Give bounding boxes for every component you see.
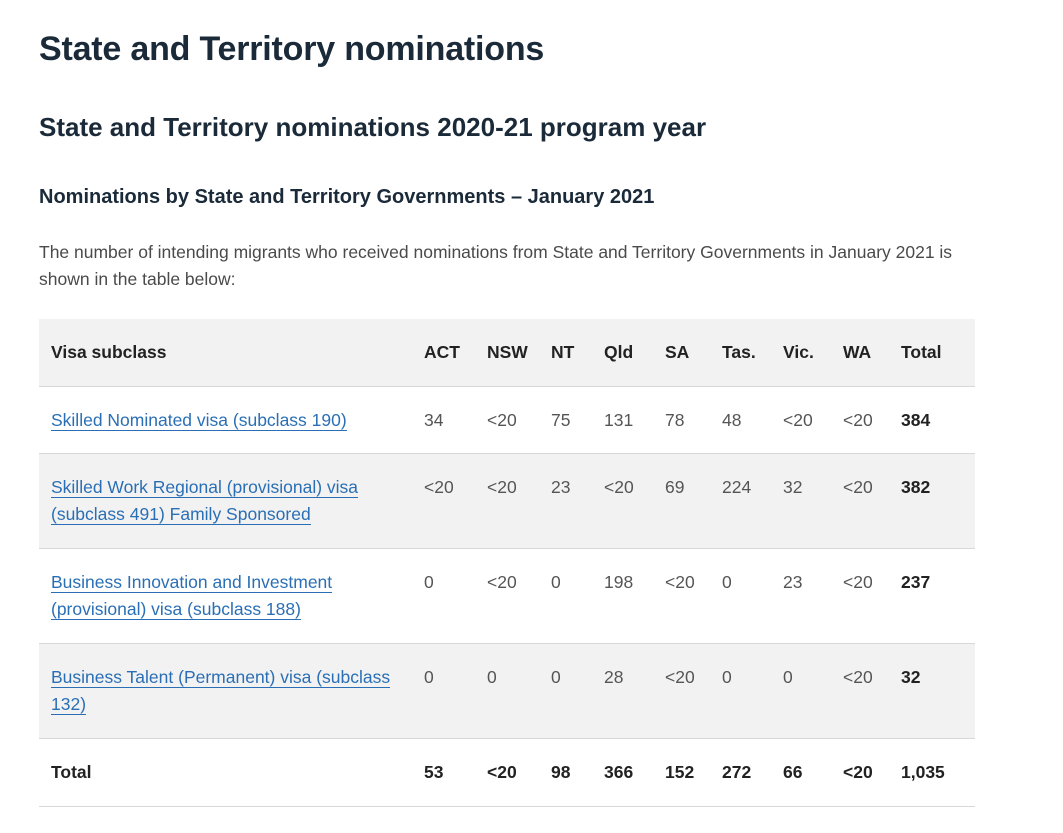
header-tas: Tas. bbox=[722, 319, 783, 387]
table-cell: 0 bbox=[551, 548, 604, 644]
table-row: Business Innovation and Investment (prov… bbox=[39, 548, 975, 644]
table-cell: <20 bbox=[665, 643, 722, 739]
table-cell: <20 bbox=[783, 386, 843, 454]
table-cell: 28 bbox=[604, 643, 665, 739]
visa-link-132[interactable]: Business Talent (Permanent) visa (subcla… bbox=[51, 667, 391, 715]
header-sa: SA bbox=[665, 319, 722, 387]
table-cell: 32 bbox=[783, 453, 843, 549]
total-cell: 98 bbox=[551, 738, 604, 807]
total-cell: 366 bbox=[604, 738, 665, 807]
header-total: Total bbox=[901, 319, 975, 387]
section-heading: Nominations by State and Territory Gover… bbox=[39, 186, 655, 208]
table-cell: <20 bbox=[843, 643, 901, 739]
table-cell: 78 bbox=[665, 386, 722, 454]
table-cell: <20 bbox=[487, 548, 551, 644]
page-subtitle: State and Territory nominations 2020-21 … bbox=[39, 112, 707, 142]
visa-link-190[interactable]: Skilled Nominated visa (subclass 190) bbox=[51, 410, 347, 431]
header-qld: Qld bbox=[604, 319, 665, 387]
grand-total: 1,035 bbox=[901, 738, 975, 807]
header-wa: WA bbox=[843, 319, 901, 387]
table-cell: <20 bbox=[487, 453, 551, 549]
table-cell: <20 bbox=[843, 548, 901, 644]
total-cell: 53 bbox=[424, 738, 487, 807]
total-cell: <20 bbox=[843, 738, 901, 807]
table-cell: <20 bbox=[665, 548, 722, 644]
total-cell: 272 bbox=[722, 738, 783, 807]
table-cell: <20 bbox=[604, 453, 665, 549]
table-cell: 69 bbox=[665, 453, 722, 549]
header-act: ACT bbox=[424, 319, 487, 387]
table-cell: <20 bbox=[843, 453, 901, 549]
table-cell: 23 bbox=[551, 453, 604, 549]
total-label: Total bbox=[39, 738, 424, 807]
table-cell: 224 bbox=[722, 453, 783, 549]
visa-cell: Business Talent (Permanent) visa (subcla… bbox=[39, 643, 424, 739]
row-total: 384 bbox=[901, 386, 975, 454]
table-cell: <20 bbox=[424, 453, 487, 549]
table-cell: 34 bbox=[424, 386, 487, 454]
header-nt: NT bbox=[551, 319, 604, 387]
table-cell: 0 bbox=[722, 643, 783, 739]
table-cell: 0 bbox=[783, 643, 843, 739]
table-cell: <20 bbox=[487, 386, 551, 454]
total-cell: <20 bbox=[487, 738, 551, 807]
visa-cell: Skilled Work Regional (provisional) visa… bbox=[39, 453, 424, 549]
visa-cell: Skilled Nominated visa (subclass 190) bbox=[39, 386, 424, 454]
header-visa-subclass: Visa subclass bbox=[39, 319, 424, 387]
intro-paragraph: The number of intending migrants who rec… bbox=[39, 242, 953, 289]
table-cell: 0 bbox=[722, 548, 783, 644]
table-cell: <20 bbox=[843, 386, 901, 454]
page-title: State and Territory nominations bbox=[39, 30, 545, 68]
table-cell: 131 bbox=[604, 386, 665, 454]
visa-link-491[interactable]: Skilled Work Regional (provisional) visa… bbox=[51, 477, 359, 525]
nominations-table: Visa subclass ACT NSW NT Qld SA Tas. Vic… bbox=[39, 319, 975, 807]
row-total: 382 bbox=[901, 453, 975, 549]
table-cell: 75 bbox=[551, 386, 604, 454]
table-cell: 23 bbox=[783, 548, 843, 644]
table-row: Skilled Work Regional (provisional) visa… bbox=[39, 453, 975, 549]
row-total: 237 bbox=[901, 548, 975, 644]
header-nsw: NSW bbox=[487, 319, 551, 387]
visa-cell: Business Innovation and Investment (prov… bbox=[39, 548, 424, 644]
table-row: Business Talent (Permanent) visa (subcla… bbox=[39, 643, 975, 739]
table-cell: 198 bbox=[604, 548, 665, 644]
table-cell: 0 bbox=[487, 643, 551, 739]
table-total-row: Total 53 <20 98 366 152 272 66 <20 1,035 bbox=[39, 738, 975, 807]
header-vic: Vic. bbox=[783, 319, 843, 387]
table-cell: 0 bbox=[551, 643, 604, 739]
table-cell: 48 bbox=[722, 386, 783, 454]
table-cell: 0 bbox=[424, 643, 487, 739]
total-cell: 152 bbox=[665, 738, 722, 807]
visa-link-188[interactable]: Business Innovation and Investment (prov… bbox=[51, 572, 333, 620]
row-total: 32 bbox=[901, 643, 975, 739]
total-cell: 66 bbox=[783, 738, 843, 807]
table-cell: 0 bbox=[424, 548, 487, 644]
table-header-row: Visa subclass ACT NSW NT Qld SA Tas. Vic… bbox=[39, 319, 975, 387]
table-row: Skilled Nominated visa (subclass 190) 34… bbox=[39, 386, 975, 454]
